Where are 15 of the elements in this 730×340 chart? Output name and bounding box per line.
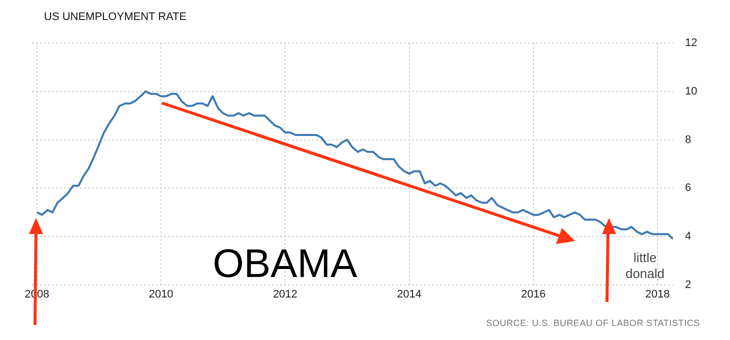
- x-tick-label: 2010: [148, 288, 174, 301]
- x-tick-label: 2014: [397, 288, 422, 301]
- y-tick-label: 2: [685, 279, 692, 292]
- annotation: little donald: [624, 250, 666, 282]
- x-tick-label: 2018: [645, 288, 670, 301]
- chart-title: US UNEMPLOYMENT RATE: [44, 11, 187, 23]
- x-tick-label: 2012: [272, 288, 298, 301]
- x-tick-label: 2016: [521, 288, 546, 301]
- source-note: SOURCE: U.S. BUREAU OF LABOR STATISTICS: [486, 318, 700, 328]
- y-tick-label: 8: [685, 134, 692, 146]
- annotation: OBAMA: [212, 242, 358, 287]
- y-tick-label: 6: [685, 182, 692, 194]
- y-tick-label: 12: [685, 37, 698, 50]
- y-tick-label: 10: [685, 85, 698, 98]
- y-tick-label: 4: [685, 230, 692, 243]
